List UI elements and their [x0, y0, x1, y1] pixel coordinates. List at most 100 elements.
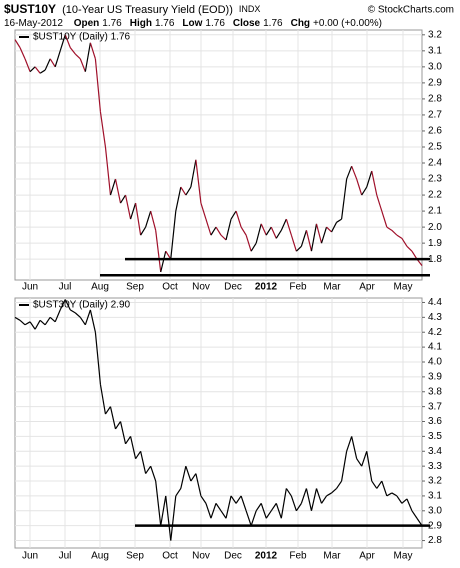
- price-segment: [99, 384, 107, 415]
- y-tick-label: 3.1: [428, 45, 442, 56]
- y-tick-label: 3.4: [428, 446, 442, 457]
- price-segment: [175, 488, 182, 497]
- y-tick-label: 3.0: [428, 505, 442, 516]
- price-segment: [250, 510, 257, 526]
- price-segment: [109, 178, 117, 196]
- price-segment: [135, 450, 142, 460]
- price-segment: [285, 218, 292, 236]
- price-segment: [54, 309, 61, 323]
- price-segment: [215, 503, 222, 512]
- price-segment: [346, 165, 353, 180]
- price-segment: [346, 436, 353, 452]
- price-segment: [140, 226, 147, 236]
- price-segment: [195, 159, 202, 204]
- quote-label: Close: [233, 18, 261, 29]
- price-segment: [300, 230, 308, 247]
- price-segment: [39, 319, 46, 326]
- x-tick-label: Mar: [323, 282, 341, 293]
- price-segment: [165, 250, 172, 260]
- price-segment: [331, 488, 337, 494]
- y-tick-label: 2.6: [428, 126, 442, 137]
- price-segment: [145, 465, 152, 474]
- price-segment: [104, 146, 112, 196]
- x-tick-label: Sep: [126, 282, 144, 293]
- price-segment: [24, 58, 31, 72]
- y-tick-label: 1.9: [428, 238, 442, 249]
- price-segment: [411, 250, 418, 260]
- quote-value: 1.76: [205, 18, 225, 29]
- price-segment: [240, 226, 247, 236]
- price-segment: [361, 186, 368, 196]
- price-segment: [275, 230, 282, 239]
- price-segment: [381, 480, 388, 497]
- price-segment: [230, 210, 237, 220]
- price-segment: [129, 436, 137, 459]
- price-segment: [119, 421, 127, 444]
- price-segment: [175, 186, 182, 212]
- price-segment: [341, 178, 348, 220]
- x-tick-label: Jul: [59, 282, 72, 293]
- y-tick-label: 3.2: [428, 29, 442, 40]
- y-tick-label: 2.8: [428, 94, 442, 105]
- price-segment: [140, 451, 147, 474]
- price-segment: [220, 510, 227, 519]
- price-segment: [150, 210, 157, 231]
- price-segment: [245, 234, 252, 252]
- symbol: $UST10Y: [4, 2, 56, 16]
- price-segment: [406, 245, 413, 252]
- price-segment: [190, 473, 197, 482]
- price-segment: [74, 53, 81, 60]
- price-segment: [290, 234, 297, 252]
- quote-label: Low: [182, 18, 202, 29]
- quote-label: Open: [74, 18, 100, 29]
- price-segment: [205, 218, 212, 236]
- price-segment: [19, 319, 26, 326]
- price-segment: [305, 488, 313, 511]
- price-segment: [371, 170, 378, 196]
- price-segment: [315, 223, 323, 244]
- price-segment: [180, 186, 187, 196]
- price-segment: [326, 226, 332, 233]
- price-segment: [361, 451, 368, 467]
- quote-line: 16-May-2012 Open 1.76 High 1.76 Low 1.76 Close…: [4, 18, 382, 29]
- price-segment: [195, 473, 202, 497]
- x-tick-label: Oct: [162, 282, 178, 293]
- price-segment: [310, 223, 318, 252]
- x-tick-label: Mar: [323, 551, 341, 562]
- x-tick-label: Dec: [224, 551, 242, 562]
- price-segment: [200, 202, 207, 220]
- x-tick-label: Apr: [359, 551, 375, 562]
- price-segment: [230, 495, 237, 504]
- price-segment: [59, 299, 66, 311]
- price-segment: [351, 436, 358, 459]
- price-segment: [160, 495, 167, 526]
- price-segment: [295, 503, 302, 512]
- price-segment: [44, 317, 51, 326]
- x-tick-label: Dec: [224, 282, 242, 293]
- price-segment: [260, 503, 267, 519]
- price-segment: [401, 498, 408, 504]
- x-tick-label: May: [394, 551, 413, 562]
- price-segment: [104, 406, 111, 415]
- y-tick-label: 2.0: [428, 222, 442, 233]
- price-segment: [326, 492, 332, 497]
- price-segment: [14, 39, 21, 48]
- price-segment: [49, 58, 56, 68]
- y-tick-label: 2.9: [428, 78, 442, 89]
- y-tick-label: 2.1: [428, 206, 442, 217]
- price-segment: [396, 234, 403, 239]
- x-tick-label: 2012: [255, 551, 278, 562]
- price-segment: [145, 210, 152, 228]
- price-segment: [134, 202, 142, 236]
- legend-label: $UST10Y (Daily) 1.76: [33, 32, 131, 43]
- price-segment: [351, 165, 358, 180]
- price-segment: [336, 218, 342, 223]
- y-tick-label: 3.1: [428, 491, 442, 502]
- price-segment: [114, 421, 122, 430]
- x-tick-label: Jun: [22, 282, 38, 293]
- price-segment: [114, 178, 122, 204]
- price-segment: [200, 495, 207, 504]
- y-tick-label: 2.3: [428, 174, 442, 185]
- y-tick-label: 3.6: [428, 416, 442, 427]
